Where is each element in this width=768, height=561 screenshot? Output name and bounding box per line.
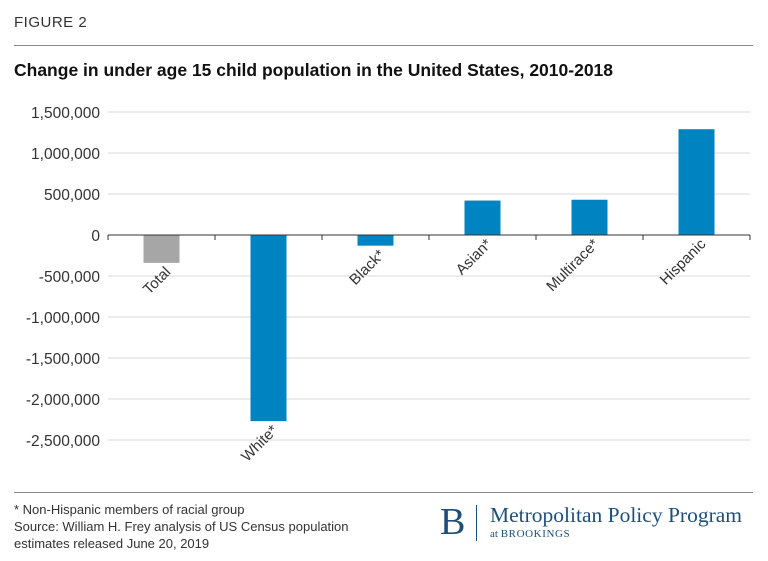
x-category-label: Black* xyxy=(346,246,388,288)
top-divider xyxy=(14,45,753,46)
y-tick-label: 1,500,000 xyxy=(31,105,100,122)
bar-multirace xyxy=(571,199,608,235)
x-category-label: Multirace* xyxy=(543,236,602,295)
x-axis-categories: Total White* Black* Asian* Multirace* Hispani… xyxy=(140,235,710,465)
bar-white xyxy=(250,235,287,422)
x-category-label: Hispanic xyxy=(657,235,710,288)
footnote-source-cont: estimates released June 20, 2019 xyxy=(14,536,210,551)
y-tick-label: -1,000,000 xyxy=(26,310,100,327)
y-tick-label: -500,000 xyxy=(39,269,101,286)
footnote: * Non-Hispanic members of racial group S… xyxy=(14,501,349,552)
figure-label: FIGURE 2 xyxy=(14,14,88,31)
y-tick-label: 500,000 xyxy=(44,187,100,204)
bottom-divider xyxy=(14,492,753,493)
y-tick-label: -2,000,000 xyxy=(26,392,100,409)
logo-sub-prefix: at xyxy=(490,528,498,540)
logo-org: BROOKINGS xyxy=(500,528,571,540)
y-tick-label: -1,500,000 xyxy=(26,351,100,368)
bar-chart: 1,500,000 1,000,000 500,000 0 -500,000 -1,000… xyxy=(26,105,751,465)
logo-program-name: Metropolitan Policy Program xyxy=(490,503,742,527)
y-tick-label: 0 xyxy=(91,228,100,245)
bar-total xyxy=(143,235,180,263)
bar-asian xyxy=(464,200,501,235)
y-axis-ticks: 1,500,000 1,000,000 500,000 0 -500,000 -1,000… xyxy=(26,105,101,450)
bars xyxy=(143,129,715,422)
grid-lines xyxy=(108,111,750,441)
footnote-source: Source: William H. Frey analysis of US C… xyxy=(14,519,349,534)
x-category-label: Total xyxy=(140,264,174,298)
x-category-label: Asian* xyxy=(453,236,496,279)
y-tick-label: -2,500,000 xyxy=(26,433,100,450)
logo-separator xyxy=(476,505,477,541)
brookings-logo: B Metropolitan Policy Program at BROOKIN… xyxy=(440,501,760,543)
footnote-note: * Non-Hispanic members of racial group xyxy=(14,502,245,517)
x-category-label: White* xyxy=(238,422,281,465)
logo-mark: B xyxy=(440,501,466,543)
bar-black xyxy=(357,235,394,246)
zero-axis xyxy=(107,234,751,240)
logo-affiliation: at BROOKINGS xyxy=(490,528,570,540)
chart-title: Change in under age 15 child population … xyxy=(14,60,614,80)
bar-hispanic xyxy=(678,129,715,235)
y-tick-label: 1,000,000 xyxy=(31,146,100,163)
